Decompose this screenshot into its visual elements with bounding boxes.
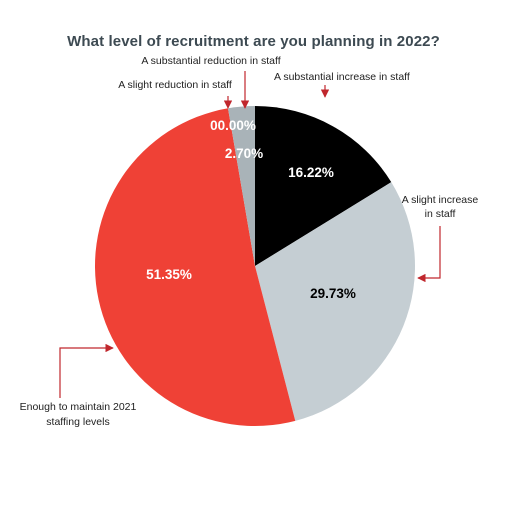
pie-slice-0 [255, 106, 392, 266]
pie-slice-1 [255, 182, 415, 421]
annotation-label-2-line-0: Enough to maintain 2021 [20, 401, 137, 413]
slice-value-label-1: 29.73% [310, 286, 356, 301]
annotation-label-2-line-1: staffing levels [46, 416, 109, 428]
annotation-label-0: A substantial increase in staff [274, 71, 410, 83]
pie-slice-2 [94, 108, 296, 427]
callout-arrow-1 [417, 226, 441, 283]
slice-value-label-3: 2.70% [225, 146, 263, 161]
callout-arrow-2 [59, 343, 114, 398]
chart-title: What level of recruitment are you planni… [67, 33, 440, 50]
annotation-label-4: A substantial reduction in staff [141, 55, 280, 67]
slice-value-label-2: 51.35% [146, 267, 192, 282]
annotation-label-1-line-0: A slight increase [402, 194, 479, 206]
pie-slice-3 [227, 106, 255, 266]
annotation-label-1-line-1: in staff [425, 208, 456, 220]
slice-value-label-4: 00.00% [210, 118, 256, 133]
slice-value-label-0: 16.22% [288, 165, 334, 180]
annotation-label-3: A slight reduction in staff [118, 79, 232, 91]
